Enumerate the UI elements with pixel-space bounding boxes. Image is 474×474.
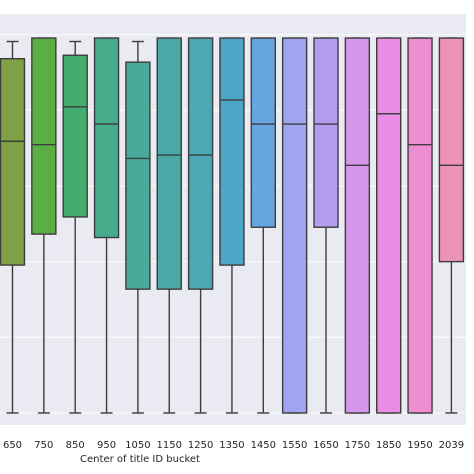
box-iqr [0, 58, 26, 266]
box-iqr [31, 37, 57, 235]
box-1450 [250, 37, 277, 414]
box-750 [31, 37, 57, 414]
box-iqr [281, 37, 308, 414]
box-iqr [187, 37, 214, 290]
box-1550 [281, 37, 308, 414]
x-tick-label: 1450 [251, 440, 276, 451]
box-850 [62, 40, 88, 414]
x-tick-label: 2039 [439, 440, 464, 451]
box-iqr [438, 37, 465, 263]
x-tick-label: 850 [66, 440, 85, 451]
box-iqr [344, 37, 371, 414]
box-iqr [250, 37, 277, 228]
box-iqr [125, 61, 151, 290]
x-tick-label: 1950 [407, 440, 432, 451]
box-iqr [376, 37, 402, 414]
x-tick-label: 1750 [345, 440, 370, 451]
x-tick-label: 1050 [125, 440, 150, 451]
box-iqr [219, 37, 245, 266]
box-1050 [125, 40, 151, 414]
x-tick-label: 1250 [188, 440, 213, 451]
box-iqr [407, 37, 433, 414]
box-1350 [219, 37, 245, 414]
box-1850 [376, 37, 402, 414]
x-tick-label: 950 [97, 440, 116, 451]
box-1750 [344, 37, 371, 414]
x-tick-label: 650 [3, 440, 22, 451]
box-1250 [187, 37, 214, 414]
box-1650 [313, 37, 339, 414]
box-1150 [156, 37, 182, 414]
boxes [0, 37, 465, 414]
box-iqr [156, 37, 182, 290]
x-tick-label: 1150 [157, 440, 182, 451]
x-axis-title: Center of title ID bucket [80, 454, 200, 465]
box-650 [0, 40, 26, 414]
x-tick-label: 1350 [219, 440, 244, 451]
box-950 [93, 37, 120, 414]
box-2039 [438, 37, 465, 414]
box-iqr [62, 54, 88, 218]
x-tick-label: 1650 [313, 440, 338, 451]
x-tick-label: 1850 [376, 440, 401, 451]
box-1950 [407, 37, 433, 414]
x-tick-labels: 650 750 850 950 1050 1150 1250 1350 1450 1550 1650… [3, 440, 464, 451]
box-iqr [313, 37, 339, 228]
box-iqr [93, 37, 120, 239]
x-tick-label: 750 [34, 440, 53, 451]
x-tick-label: 1550 [282, 440, 307, 451]
